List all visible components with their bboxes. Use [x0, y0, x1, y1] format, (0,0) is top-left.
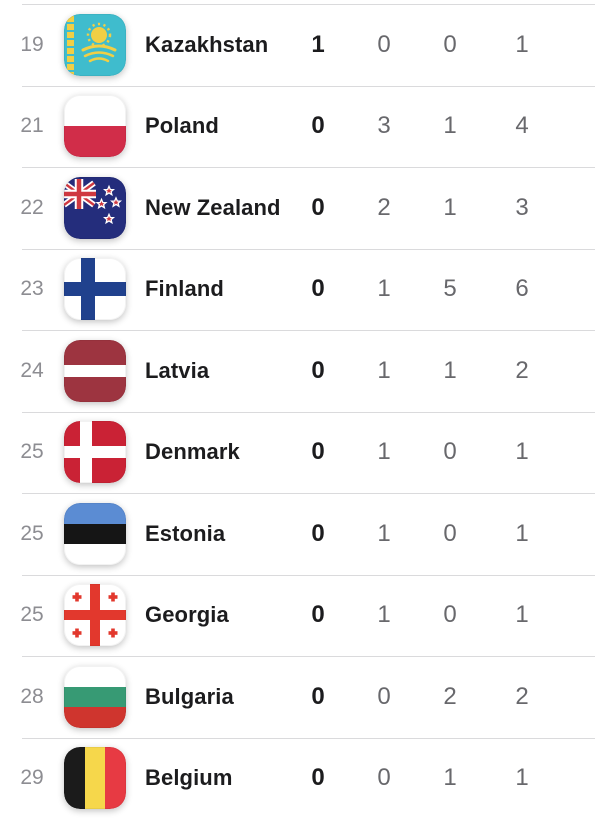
silver-count: 1	[377, 438, 391, 466]
total-count: 6	[515, 275, 529, 303]
rank-label: 25	[20, 440, 44, 464]
bronze-count: 1	[443, 764, 457, 792]
rank-label: 25	[20, 521, 44, 545]
silver-count: 0	[377, 764, 391, 792]
bronze-count: 5	[443, 275, 457, 303]
gold-count: 0	[311, 764, 325, 792]
total-count: 1	[515, 30, 529, 58]
total-count: 2	[515, 682, 529, 710]
country-name: Finland	[145, 276, 224, 302]
rank-label: 19	[20, 32, 44, 56]
silver-count: 1	[377, 601, 391, 629]
total-count: 1	[515, 438, 529, 466]
total-count: 4	[515, 112, 529, 140]
total-count: 1	[515, 519, 529, 547]
medal-table-row[interactable]: 25 Denmark 0 1 0 1	[0, 411, 600, 493]
gold-count: 0	[311, 519, 325, 547]
silver-count: 0	[377, 30, 391, 58]
silver-count: 0	[377, 682, 391, 710]
flag-poland-icon	[64, 95, 126, 158]
bronze-count: 0	[443, 438, 457, 466]
silver-count: 3	[377, 112, 391, 140]
bronze-count: 0	[443, 30, 457, 58]
medal-table-row[interactable]: 29 Belgium 0 0 1 1	[0, 737, 600, 819]
rank-label: 21	[20, 114, 44, 138]
silver-count: 1	[377, 356, 391, 384]
silver-count: 1	[377, 519, 391, 547]
country-name: Poland	[145, 113, 219, 139]
total-count: 3	[515, 193, 529, 221]
gold-count: 1	[311, 30, 325, 58]
bronze-count: 1	[443, 356, 457, 384]
medal-table-row[interactable]: 24 Latvia 0 1 1 2	[0, 330, 600, 412]
bronze-count: 0	[443, 601, 457, 629]
rank-label: 25	[20, 603, 44, 627]
flag-bulgaria-icon	[64, 665, 126, 728]
medal-table-row[interactable]: 21 Poland 0 3 1 4	[0, 85, 600, 167]
gold-count: 0	[311, 601, 325, 629]
rank-label: 22	[20, 195, 44, 219]
medal-table-row[interactable]: 19 Kazakhstan 1 0 0 1	[0, 4, 600, 86]
silver-count: 2	[377, 193, 391, 221]
country-name: Kazakhstan	[145, 31, 269, 57]
country-name: Georgia	[145, 602, 229, 628]
flag-kazakhstan-icon	[64, 13, 126, 76]
country-name: New Zealand	[145, 194, 281, 220]
rank-label: 23	[20, 277, 44, 301]
total-count: 1	[515, 601, 529, 629]
bronze-count: 1	[443, 193, 457, 221]
gold-count: 0	[311, 438, 325, 466]
rank-label: 29	[20, 766, 44, 790]
flag-estonia-icon	[64, 502, 126, 565]
medal-table-row[interactable]: 22 New Zealand 0 2 1 3	[0, 167, 600, 249]
gold-count: 0	[311, 275, 325, 303]
rank-label: 24	[20, 358, 44, 382]
country-name: Estonia	[145, 520, 226, 546]
country-name: Denmark	[145, 439, 240, 465]
bronze-count: 1	[443, 112, 457, 140]
bronze-count: 2	[443, 682, 457, 710]
medal-table-row[interactable]: 23 Finland 0 1 5 6	[0, 248, 600, 330]
country-name: Latvia	[145, 357, 210, 383]
medal-table-row[interactable]: 28 Bulgaria 0 0 2 2	[0, 656, 600, 738]
flag-belgium-icon	[64, 747, 126, 810]
gold-count: 0	[311, 682, 325, 710]
flag-finland-icon	[64, 258, 126, 321]
rank-label: 28	[20, 684, 44, 708]
bronze-count: 0	[443, 519, 457, 547]
gold-count: 0	[311, 112, 325, 140]
gold-count: 0	[311, 193, 325, 221]
silver-count: 1	[377, 275, 391, 303]
total-count: 1	[515, 764, 529, 792]
flag-latvia-icon	[64, 339, 126, 402]
country-name: Belgium	[145, 765, 233, 791]
flag-denmark-icon	[64, 421, 126, 484]
medal-table-row[interactable]: 25 Georgia 0 1 0 1	[0, 574, 600, 656]
medal-table-row[interactable]: 25 Estonia 0 1 0 1	[0, 493, 600, 575]
total-count: 2	[515, 356, 529, 384]
country-name: Bulgaria	[145, 683, 234, 709]
gold-count: 0	[311, 356, 325, 384]
flag-new-zealand-icon	[64, 176, 126, 239]
flag-georgia-icon	[64, 584, 126, 647]
